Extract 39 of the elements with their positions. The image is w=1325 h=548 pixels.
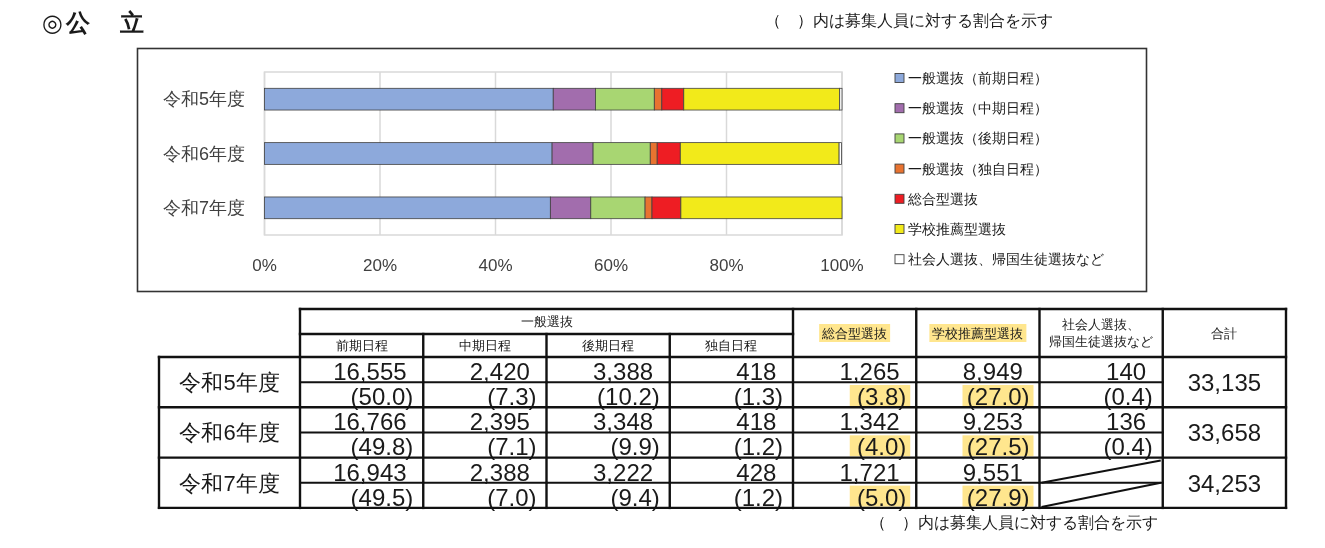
category-label: 令和7年度 [179,470,280,496]
legend-label: 一般選抜（後期日程） [908,130,1048,147]
legend-label: 一般選抜（独自日程） [908,160,1048,177]
text: 140 (0.4) [1103,358,1153,410]
chart-title: ◎公 立 [42,9,147,36]
legend-label: 一般選抜（前期日程） [908,70,1048,86]
legend-label: 学校推薦型選抜 [908,221,1006,237]
text: 33,135 [1187,369,1262,397]
category-label: 前期日程 [335,338,388,354]
text: 一般選抜 [520,314,573,329]
legend-label: 一般選抜（中期日程） [908,100,1048,117]
text: 418 (1.3) [733,358,783,410]
x-tick-label: 100% [820,256,864,275]
text: 8,949 (27.0) [962,358,1030,410]
x-tick-label: 80% [709,256,744,275]
text: 16,555 (50.0) [333,358,414,410]
x-tick-label: 20% [362,256,398,275]
category-label: 令和6年度 [179,420,280,446]
text: （ ）内は募集人員に対する割合を示す [870,514,1158,531]
y-tick-label: 令和6年度 [162,143,245,164]
category-label: 社会人選抜、帰国生徒選抜など [1049,317,1154,350]
x-tick-label: 60% [593,256,629,275]
category-label: 独自日程 [705,338,758,354]
x-tick-label: 0% [252,256,277,275]
text: 33,658 [1187,419,1262,447]
y-tick-label: 令和7年度 [162,197,245,218]
category-label: 合計 [1211,325,1238,341]
text: 3,388 (10.2) [593,358,660,410]
category-label: 中期日程 [458,338,511,354]
legend-label: 社会人選抜、帰国生徒選抜など [908,251,1104,268]
category-label: 令和5年度 [179,370,280,396]
category-label: 後期日程 [582,338,635,354]
x-tick-label: 40% [478,256,513,275]
text: 34,253 [1187,469,1262,497]
legend-label: 総合型選抜 [907,190,978,207]
y-tick-label: 令和5年度 [162,89,245,110]
text: 1,265 (3.8) [839,358,907,410]
text: （ ）内は募集人員に対する割合を示す [765,12,1053,29]
text: 2,420 (7.3) [469,358,537,410]
